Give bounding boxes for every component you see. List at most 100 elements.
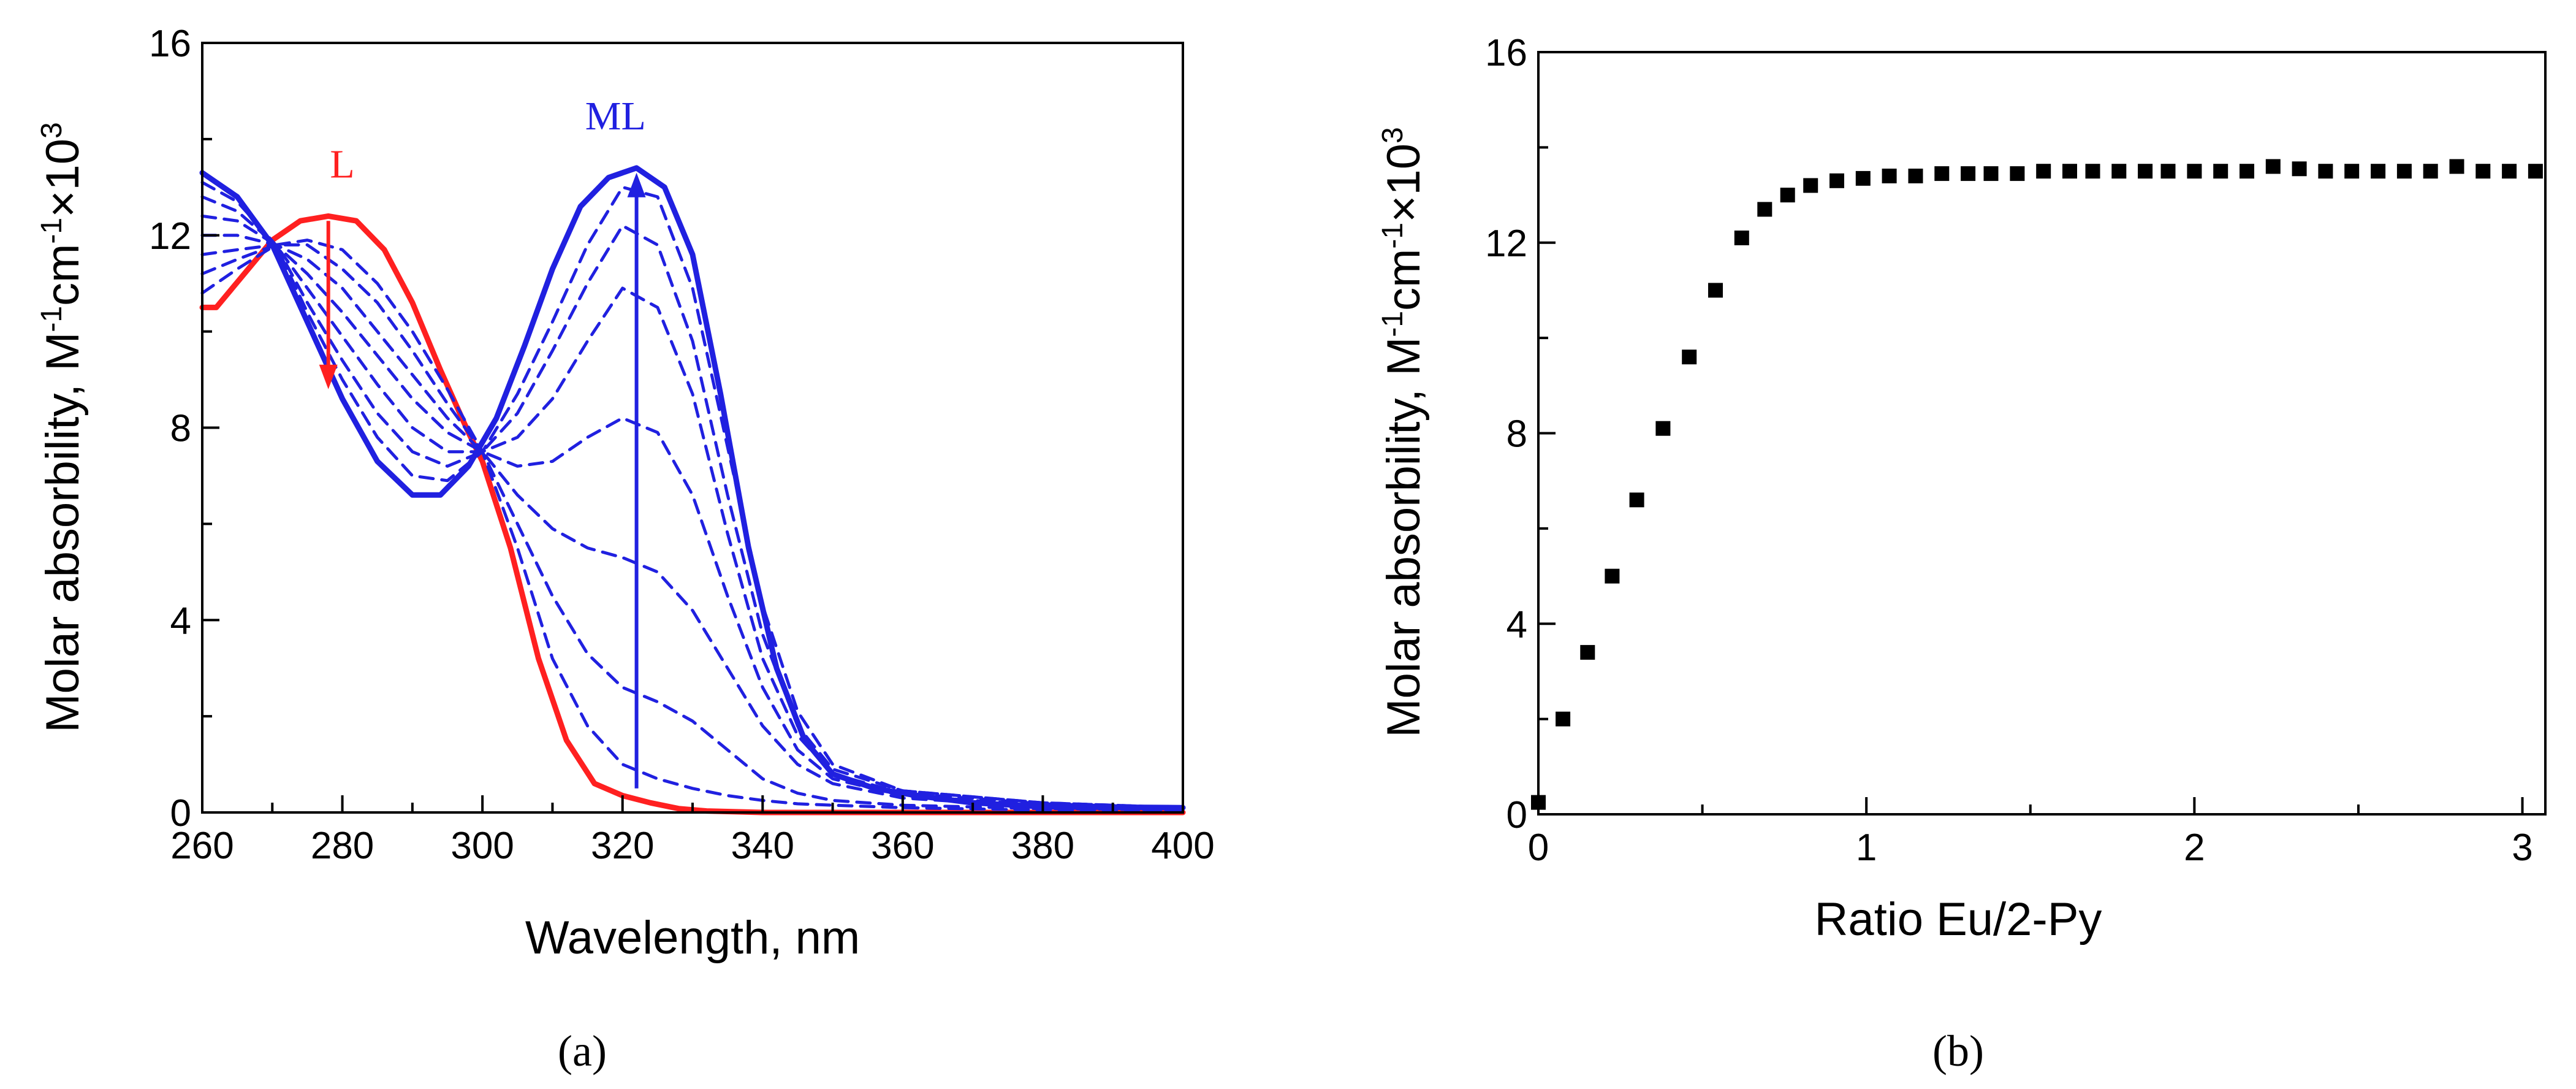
panel-b-y-label-mid: cm: [1378, 249, 1430, 311]
series-line-titration-5: [200, 214, 1185, 809]
scatter-point: [2138, 164, 2153, 179]
panel-a-series-group: [199, 165, 1186, 816]
panel-a-y-label-prefix: Molar absorbility, M: [37, 332, 89, 733]
panel-b-axes-ticks: [1537, 51, 2524, 816]
scatter-point: [2449, 159, 2464, 174]
scatter-point: [1780, 188, 1795, 203]
scatter-point: [1556, 711, 1571, 727]
panel-b-x-tick-label: 1: [1856, 827, 1877, 869]
scatter-point: [1708, 283, 1723, 298]
panel-a-axes-ticks: [201, 42, 1184, 814]
panel-a-y-tick-label: 4: [170, 600, 191, 642]
panel-b-x-tick-label: 0: [1528, 827, 1549, 869]
scatter-point: [2085, 164, 2100, 179]
scatter-point: [2502, 164, 2517, 179]
scatter-point: [1682, 350, 1697, 365]
panel-b-y-tick-label: 16: [1485, 32, 1527, 74]
scatter-point: [2265, 159, 2281, 174]
scatter-point: [2010, 166, 2025, 182]
scatter-point: [2423, 164, 2438, 179]
scatter-point: [2475, 164, 2491, 179]
annotation-ml: ML: [585, 94, 646, 139]
series-line-ml: [199, 165, 1186, 811]
panel-a-x-tick-label: 300: [450, 825, 514, 867]
scatter-point: [2292, 161, 2307, 177]
panel-b-y-tick-label: 0: [1506, 794, 1527, 836]
scatter-point: [2036, 164, 2051, 179]
panel-b-y-label-exp1: -1: [1377, 311, 1409, 337]
panel-b-y-label-prefix: Molar absorbility, M: [1378, 337, 1430, 738]
panel-a-label: (a): [558, 1026, 607, 1076]
scatter-point: [1829, 173, 1844, 188]
scatter-point: [2213, 164, 2228, 179]
panel-a-y-label-mid: cm: [37, 244, 89, 306]
panel-a-x-tick-label: 380: [1011, 825, 1074, 867]
scatter-point: [1580, 644, 1595, 660]
panel-a-spectra-chart: L ML 0 4 8 12 16 260 280 300 320 340 360 380 400 Wav…: [36, 23, 1215, 1076]
panel-a-x-tick-label: 260: [170, 825, 234, 867]
scatter-point: [1908, 169, 1923, 183]
panel-a-x-tick-label: 360: [871, 825, 934, 867]
series-line-titration-3: [200, 243, 1185, 811]
scatter-point: [1734, 231, 1749, 245]
panel-a-x-tick-label: 280: [311, 825, 374, 867]
scatter-point: [1934, 166, 1950, 182]
panel-b-y-label-exp3: 3: [1377, 127, 1409, 143]
panel-b-x-tick-label: 3: [2512, 827, 2532, 869]
scatter-point: [2111, 164, 2127, 179]
panel-b-x-axis-title: Ratio Eu/2-Py: [1815, 893, 2102, 946]
scatter-point: [1655, 421, 1671, 436]
scatter-point: [1983, 166, 1999, 182]
panel-a-y-tick-label: 16: [149, 23, 191, 65]
panel-b-y-axis-title: Molar absorbility, M-1cm-1×103: [1377, 127, 1430, 738]
panel-b-points-group: [1531, 159, 2543, 810]
scatter-point: [2344, 164, 2360, 179]
scatter-point: [1803, 178, 1818, 193]
annotation-l: L: [330, 142, 354, 187]
series-line-titration-2: [200, 243, 1185, 812]
panel-b-y-label-exp2: -1: [1377, 223, 1409, 249]
panel-b-y-tick-label: 12: [1485, 223, 1527, 265]
panel-b-y-tick-label: 4: [1506, 603, 1527, 646]
scatter-point: [2318, 164, 2333, 179]
panel-a-y-label-exp3: 3: [36, 122, 68, 139]
scatter-point: [2240, 164, 2254, 179]
series-line-titration-1: [200, 239, 1185, 812]
scatter-point: [2371, 164, 2386, 179]
scatter-point: [1629, 492, 1644, 508]
panel-a-plot-area: L ML: [199, 94, 1186, 816]
scatter-point: [2528, 164, 2543, 179]
panel-b-y-tick-labels: 0 4 8 12 16: [1485, 32, 1527, 836]
panel-a-y-tick-labels: 0 4 8 12 16: [149, 23, 191, 835]
scatter-point: [2187, 164, 2202, 179]
scatter-point: [1882, 169, 1897, 183]
panel-b-y-tick-label: 8: [1506, 413, 1527, 456]
series-line-titration-7: [200, 181, 1185, 809]
scatter-point: [2160, 164, 2176, 179]
panel-b-y-label-mult: ×10: [1378, 143, 1430, 223]
panel-a-y-label-exp1: -1: [36, 306, 68, 332]
panel-a-y-tick-label: 8: [170, 408, 191, 450]
scatter-point: [1757, 202, 1772, 217]
scatter-point: [1961, 166, 1976, 182]
panel-a-y-axis-title: Molar absorbility, M-1cm-1×103: [36, 122, 89, 733]
scatter-point: [2062, 164, 2077, 179]
panel-b-x-tick-label: 2: [2184, 827, 2205, 869]
scatter-point: [1605, 568, 1620, 584]
panel-a-arrows-group: [319, 172, 646, 789]
series-line-titration-4: [200, 234, 1185, 809]
panel-a-y-tick-label: 0: [170, 792, 191, 835]
panel-b-label: (b): [1932, 1026, 1984, 1076]
panel-a-x-tick-label: 400: [1151, 825, 1214, 867]
complex-increase-arrow-head: [627, 172, 646, 197]
panel-a-y-label-mult: ×10: [37, 139, 89, 218]
panel-a-x-tick-label: 340: [731, 825, 794, 867]
series-line-titration-6: [200, 195, 1185, 809]
scatter-point: [2396, 164, 2412, 179]
panel-a-y-tick-label: 12: [149, 215, 191, 258]
panel-a-x-tick-labels: 260 280 300 320 340 360 380 400: [170, 825, 1214, 867]
panel-a-y-label-exp2: -1: [36, 218, 68, 244]
scatter-point: [1855, 170, 1871, 186]
panel-a-annotations-group: L ML: [330, 94, 645, 186]
